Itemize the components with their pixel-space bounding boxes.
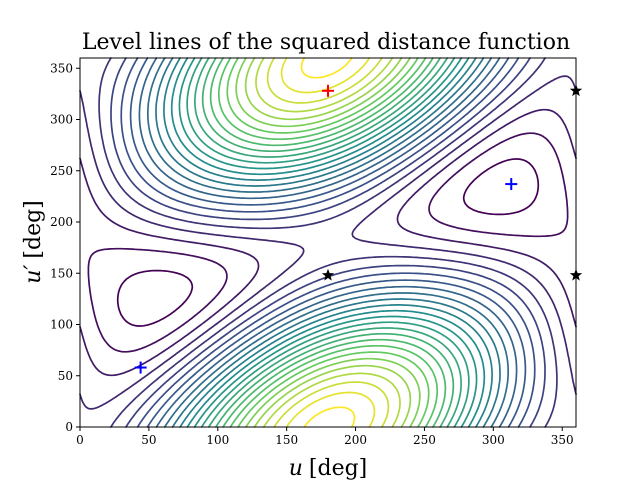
x-tick-label: 0 [76, 433, 84, 447]
contour-level-line [79, 108, 577, 377]
contour-level-line [226, 57, 430, 428]
contour-level-line [178, 57, 478, 428]
y-axis-label-unit: [deg] [21, 200, 46, 258]
y-axis-ticks: 0 50 100 150 200 250 300 350 [50, 61, 80, 434]
y-tick-label: 300 [50, 113, 73, 127]
x-axis-label-unit: [deg] [309, 456, 367, 480]
x-tick-label: 150 [275, 433, 298, 447]
contour-level-line [235, 57, 421, 428]
contour-level-line [87, 132, 569, 353]
contour-level-line [146, 57, 510, 428]
y-axis-label: u′ [deg] [21, 200, 46, 284]
y-tick-label: 50 [58, 369, 73, 383]
x-axis-ticks: 0 50 100 150 200 250 300 350 [76, 427, 574, 447]
chart-title: Level lines of the squared distance func… [82, 30, 570, 55]
contour-level-line [255, 57, 401, 428]
y-tick-label: 100 [50, 318, 73, 332]
contour-level-line [244, 57, 412, 428]
y-tick-label: 200 [50, 215, 73, 229]
x-tick-label: 50 [141, 433, 156, 447]
contour-level-line [217, 57, 439, 428]
contour-level-line [194, 57, 462, 428]
x-tick-label: 100 [206, 433, 229, 447]
contour-level-line [300, 57, 356, 428]
plot-frame [79, 57, 577, 428]
contour-lines [79, 57, 577, 428]
y-axis-label-var: u′ [21, 265, 46, 284]
contour-level-line [98, 57, 558, 428]
y-tick-label: 150 [50, 266, 73, 280]
y-tick-label: 350 [50, 61, 73, 75]
contour-level-line [155, 57, 501, 428]
y-tick-label: 0 [65, 420, 73, 434]
contour-level-line [79, 75, 577, 410]
x-tick-label: 250 [413, 433, 436, 447]
contour-level-line [116, 158, 540, 327]
maximum-plus-marker [322, 84, 334, 97]
contour-level-line [201, 57, 455, 428]
saddle-star-marker [321, 268, 335, 281]
x-axis-label-var: u [289, 456, 303, 480]
x-axis-label: u [deg] [289, 456, 368, 480]
y-tick-label: 250 [50, 164, 73, 178]
contour-level-line [110, 57, 546, 428]
contour-level-line [266, 57, 390, 428]
contour-level-line [129, 57, 527, 428]
contour-level-line [163, 57, 493, 428]
minimum-plus-marker [134, 361, 147, 374]
contour-level-line [138, 57, 518, 428]
contour-level-line [186, 57, 470, 428]
x-tick-label: 200 [344, 433, 367, 447]
minimum-plus-marker [505, 178, 518, 191]
x-tick-label: 300 [482, 433, 505, 447]
x-tick-label: 350 [551, 433, 574, 447]
